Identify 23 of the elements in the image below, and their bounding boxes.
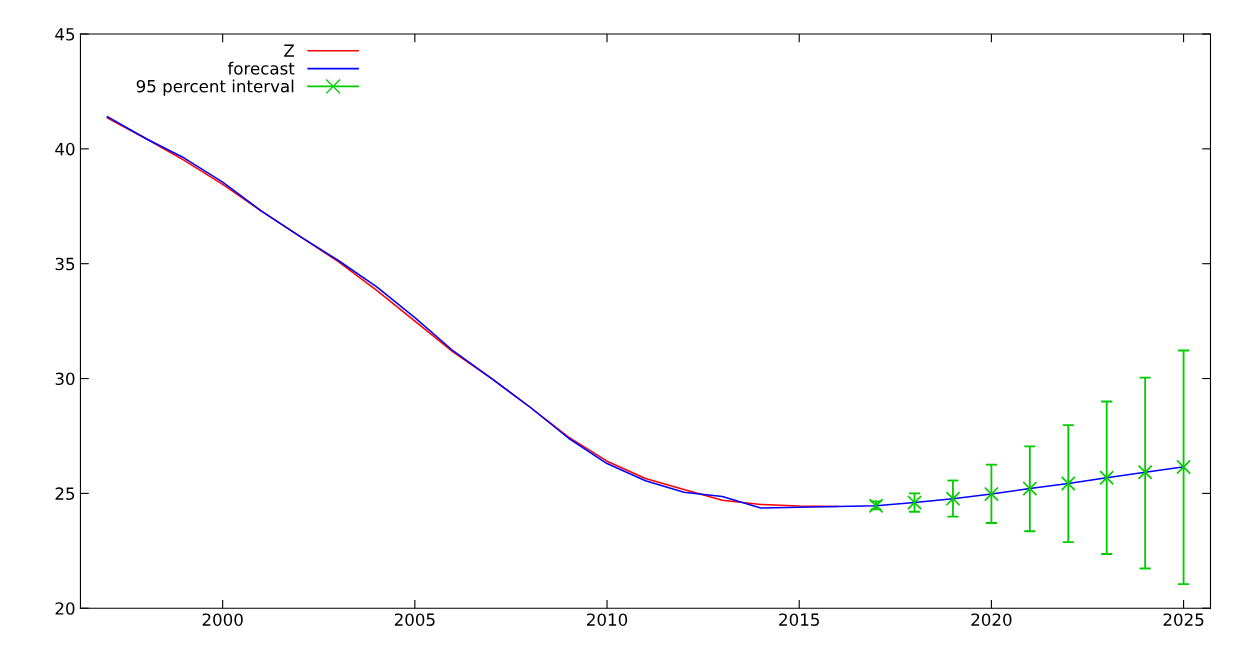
point (983, 486, 999, 502)
y-tick-label: 35 (55, 257, 75, 271)
y-tick-label: 40 (55, 142, 75, 156)
y-tick-label: 45 (55, 28, 75, 41)
x-tick-label: 2015 (779, 613, 819, 626)
legend-label: 95 percent interval (136, 79, 294, 96)
y-tick-label: 25 (55, 487, 75, 500)
legend-label: Z (284, 44, 295, 57)
y-tick-label: 20 (55, 602, 75, 615)
x-tick-label: 2025 (1163, 613, 1204, 626)
line-series (106, 115, 1185, 509)
point (1022, 481, 1038, 496)
point (1099, 470, 1115, 486)
x-tick-label: 2010 (587, 613, 628, 626)
x-tick-label: 2005 (394, 613, 435, 626)
point (1176, 459, 1192, 475)
legend-label: forecast (227, 61, 295, 75)
point (1137, 464, 1153, 480)
x-tick-label: 2000 (202, 613, 243, 626)
x-tick-label: 2020 (971, 613, 1012, 626)
point (945, 491, 961, 507)
y-tick-label: 30 (55, 372, 75, 386)
point (1060, 476, 1076, 491)
